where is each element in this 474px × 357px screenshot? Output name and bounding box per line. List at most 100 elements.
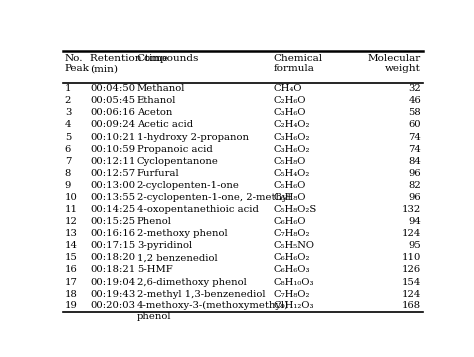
Text: 00:16:16: 00:16:16 <box>90 229 135 238</box>
Text: 00:18:21: 00:18:21 <box>90 266 135 275</box>
Text: 96: 96 <box>409 193 421 202</box>
Text: 3: 3 <box>65 109 71 117</box>
Text: 94: 94 <box>408 217 421 226</box>
Text: 2-methyl 1,3-benzenediol: 2-methyl 1,3-benzenediol <box>137 290 265 298</box>
Text: Acetic acid: Acetic acid <box>137 120 193 130</box>
Text: C₃H₆O₂: C₃H₆O₂ <box>273 145 310 154</box>
Text: 00:17:15: 00:17:15 <box>90 241 135 250</box>
Text: C₆H₆O₂: C₆H₆O₂ <box>273 253 310 262</box>
Text: 32: 32 <box>408 84 421 93</box>
Text: 00:18:20: 00:18:20 <box>90 253 135 262</box>
Text: 2-cyclopenten-1-one: 2-cyclopenten-1-one <box>137 181 240 190</box>
Text: 00:19:43: 00:19:43 <box>90 290 135 298</box>
Text: Furfural: Furfural <box>137 169 179 178</box>
Text: C₃H₆O: C₃H₆O <box>273 109 306 117</box>
Text: 00:15:25: 00:15:25 <box>90 217 135 226</box>
Text: C₃H₆O₂: C₃H₆O₂ <box>273 132 310 142</box>
Text: Cyclopentanone: Cyclopentanone <box>137 157 219 166</box>
Text: 00:20:03: 00:20:03 <box>90 301 135 310</box>
Text: Methanol: Methanol <box>137 84 185 93</box>
Text: 18: 18 <box>65 290 78 298</box>
Text: 58: 58 <box>408 109 421 117</box>
Text: Retention time
(min): Retention time (min) <box>90 54 168 73</box>
Text: 2: 2 <box>65 96 71 105</box>
Text: 168: 168 <box>402 301 421 310</box>
Text: 74: 74 <box>408 132 421 142</box>
Text: 110: 110 <box>401 253 421 262</box>
Text: 1,2 benzenediol: 1,2 benzenediol <box>137 253 218 262</box>
Text: 00:05:45: 00:05:45 <box>90 96 135 105</box>
Text: C₅H₅NO: C₅H₅NO <box>273 241 315 250</box>
Text: 00:19:04: 00:19:04 <box>90 277 135 287</box>
Text: 10: 10 <box>65 193 78 202</box>
Text: C₂H₄O₂: C₂H₄O₂ <box>273 120 310 130</box>
Text: 74: 74 <box>408 145 421 154</box>
Text: 5-HMF: 5-HMF <box>137 266 173 275</box>
Text: 132: 132 <box>402 205 421 214</box>
Text: 2-methoxy phenol: 2-methoxy phenol <box>137 229 228 238</box>
Text: 4-oxopentanethioic acid: 4-oxopentanethioic acid <box>137 205 259 214</box>
Text: 00:12:57: 00:12:57 <box>90 169 135 178</box>
Text: 3-pyridinol: 3-pyridinol <box>137 241 192 250</box>
Text: C₂H₆O: C₂H₆O <box>273 96 306 105</box>
Text: C₆H₆O₃: C₆H₆O₃ <box>273 266 310 275</box>
Text: 13: 13 <box>65 229 78 238</box>
Text: C₅H₈O: C₅H₈O <box>273 157 306 166</box>
Text: 5: 5 <box>65 132 71 142</box>
Text: 00:10:59: 00:10:59 <box>90 145 135 154</box>
Text: 12: 12 <box>65 217 78 226</box>
Text: C₇H₈O₂: C₇H₈O₂ <box>273 229 310 238</box>
Text: Chemical
formula: Chemical formula <box>273 54 323 73</box>
Text: 17: 17 <box>65 277 78 287</box>
Text: 124: 124 <box>401 229 421 238</box>
Text: 00:09:24: 00:09:24 <box>90 120 135 130</box>
Text: 9: 9 <box>65 181 71 190</box>
Text: 00:13:00: 00:13:00 <box>90 181 135 190</box>
Text: C₈H₁₀O₃: C₈H₁₀O₃ <box>273 277 314 287</box>
Text: C₇H₈O₂: C₇H₈O₂ <box>273 290 310 298</box>
Text: 8: 8 <box>65 169 71 178</box>
Text: Propanoic acid: Propanoic acid <box>137 145 212 154</box>
Text: 4-methoxy-3-(methoxymethyl)
phenol: 4-methoxy-3-(methoxymethyl) phenol <box>137 301 289 321</box>
Text: 95: 95 <box>408 241 421 250</box>
Text: 1-hydroxy 2-propanon: 1-hydroxy 2-propanon <box>137 132 249 142</box>
Text: 15: 15 <box>65 253 78 262</box>
Text: 00:12:11: 00:12:11 <box>90 157 136 166</box>
Text: Molecular
weight: Molecular weight <box>368 54 421 73</box>
Text: 4: 4 <box>65 120 71 130</box>
Text: Aceton: Aceton <box>137 109 172 117</box>
Text: 126: 126 <box>402 266 421 275</box>
Text: 2,6-dimethoxy phenol: 2,6-dimethoxy phenol <box>137 277 246 287</box>
Text: 00:13:55: 00:13:55 <box>90 193 135 202</box>
Text: Ethanol: Ethanol <box>137 96 176 105</box>
Text: 00:14:25: 00:14:25 <box>90 205 135 214</box>
Text: 60: 60 <box>409 120 421 130</box>
Text: 96: 96 <box>409 169 421 178</box>
Text: 6: 6 <box>65 145 71 154</box>
Text: 00:04:50: 00:04:50 <box>90 84 135 93</box>
Text: 124: 124 <box>401 290 421 298</box>
Text: No.
Peak: No. Peak <box>65 54 90 73</box>
Text: 82: 82 <box>408 181 421 190</box>
Text: 154: 154 <box>401 277 421 287</box>
Text: Phenol: Phenol <box>137 217 172 226</box>
Text: 14: 14 <box>65 241 78 250</box>
Text: 16: 16 <box>65 266 78 275</box>
Text: 1: 1 <box>65 84 71 93</box>
Text: 2-cyclopenten-1-one, 2-methyl: 2-cyclopenten-1-one, 2-methyl <box>137 193 291 202</box>
Text: C₉H₁₂O₃: C₉H₁₂O₃ <box>273 301 314 310</box>
Text: 46: 46 <box>408 96 421 105</box>
Text: C₅H₈O₂S: C₅H₈O₂S <box>273 205 317 214</box>
Text: Compounds: Compounds <box>137 54 199 63</box>
Text: C₅H₄O₂: C₅H₄O₂ <box>273 169 310 178</box>
Text: 11: 11 <box>65 205 78 214</box>
Text: C₆H₈O: C₆H₈O <box>273 193 306 202</box>
Text: 00:06:16: 00:06:16 <box>90 109 135 117</box>
Text: 19: 19 <box>65 301 78 310</box>
Text: 00:10:21: 00:10:21 <box>90 132 135 142</box>
Text: 7: 7 <box>65 157 71 166</box>
Text: CH₄O: CH₄O <box>273 84 302 93</box>
Text: 84: 84 <box>408 157 421 166</box>
Text: C₅H₆O: C₅H₆O <box>273 181 306 190</box>
Text: C₆H₆O: C₆H₆O <box>273 217 306 226</box>
